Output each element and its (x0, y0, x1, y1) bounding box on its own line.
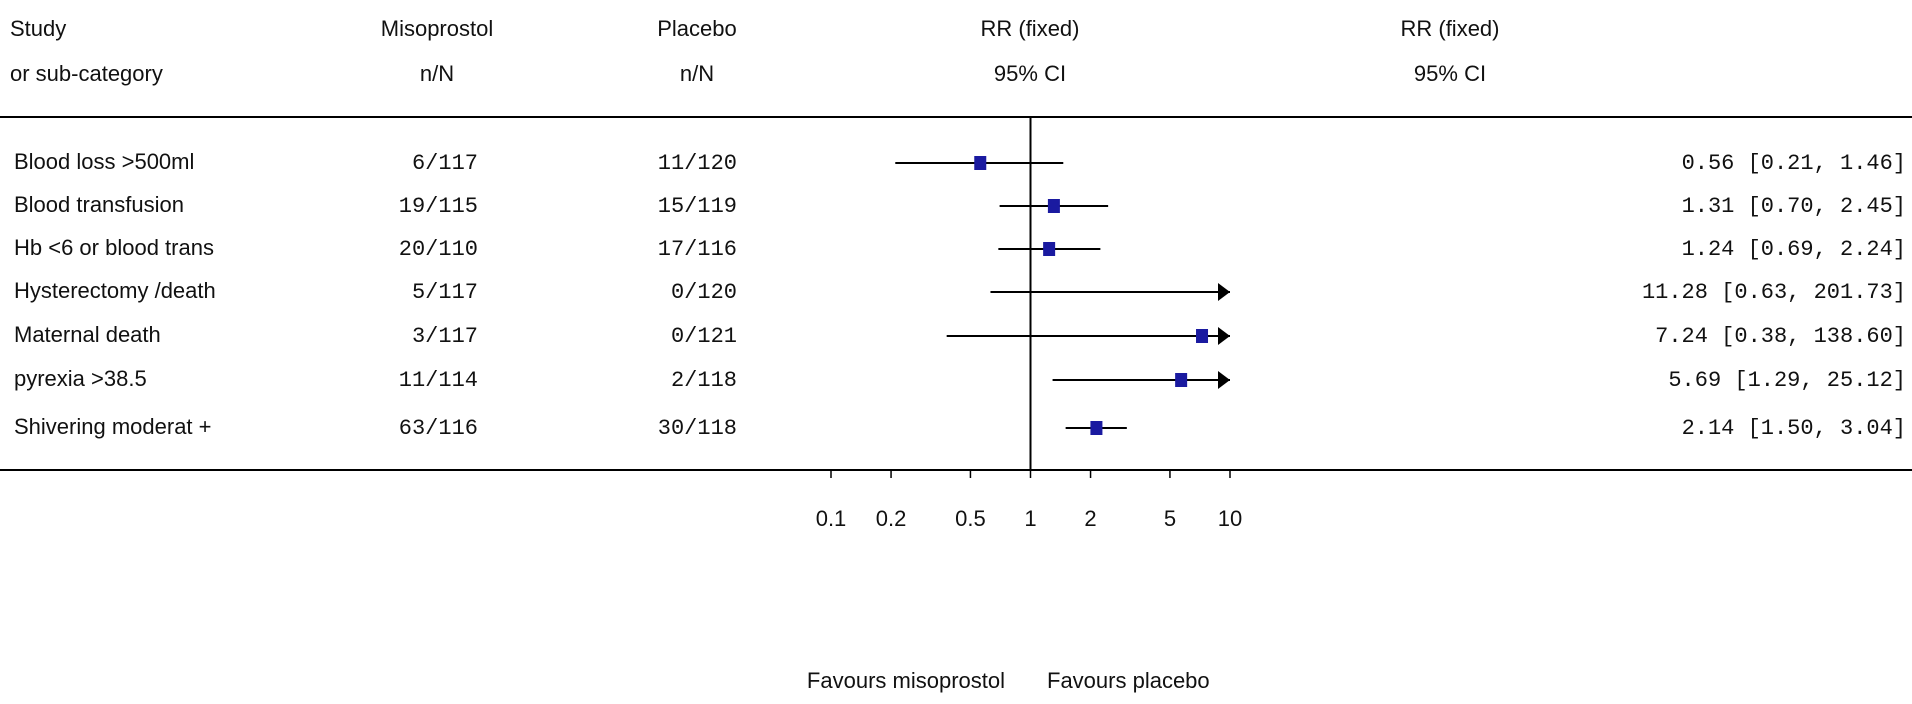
x-tick-label: 10 (1218, 506, 1242, 531)
row-label: Hb <6 or blood trans (14, 235, 214, 260)
treatment-count: 20/110 (399, 237, 478, 262)
x-tick-label: 1 (1024, 506, 1036, 531)
control-count: 15/119 (658, 194, 737, 219)
control-count: 17/116 (658, 237, 737, 262)
column-header: n/N (420, 61, 454, 86)
row-label: Hysterectomy /death (14, 278, 216, 303)
treatment-count: 19/115 (399, 194, 478, 219)
ci-label: 0.56 [0.21, 1.46] (1682, 151, 1906, 176)
ci-arrow (1218, 371, 1230, 389)
ci-arrow (1218, 327, 1230, 345)
point-estimate (1175, 373, 1188, 387)
column-header: n/N (680, 61, 714, 86)
control-count: 30/118 (658, 416, 737, 441)
column-header: 95% CI (994, 61, 1066, 86)
ci-arrow (1218, 283, 1230, 301)
row-label: Blood transfusion (14, 192, 184, 217)
ci-label: 5.69 [1.29, 25.12] (1668, 368, 1906, 393)
treatment-count: 63/116 (399, 416, 478, 441)
control-count: 2/118 (671, 368, 737, 393)
treatment-count: 5/117 (412, 280, 478, 305)
ci-label: 11.28 [0.63, 201.73] (1642, 280, 1906, 305)
footer-left: Favours misoprostol (807, 668, 1005, 693)
point-estimate (1047, 199, 1060, 213)
control-count: 0/120 (671, 280, 737, 305)
column-header: Study (10, 16, 66, 41)
footer-right: Favours placebo (1047, 668, 1210, 693)
x-tick-label: 2 (1084, 506, 1096, 531)
column-header: 95% CI (1414, 61, 1486, 86)
treatment-count: 6/117 (412, 151, 478, 176)
column-header: Misoprostol (381, 16, 493, 41)
row-label: Maternal death (14, 322, 161, 347)
x-tick-label: 0.1 (816, 506, 847, 531)
row-label: Shivering moderat + (14, 414, 212, 439)
column-header: RR (fixed) (980, 16, 1079, 41)
ci-label: 1.24 [0.69, 2.24] (1682, 237, 1906, 262)
row-label: Blood loss >500ml (14, 149, 194, 174)
row-label: pyrexia >38.5 (14, 366, 147, 391)
control-count: 0/121 (671, 324, 737, 349)
point-estimate (1043, 242, 1056, 256)
point-estimate (974, 156, 987, 170)
column-header: or sub-category (10, 61, 163, 86)
control-count: 11/120 (658, 151, 737, 176)
ci-label: 7.24 [0.38, 138.60] (1655, 324, 1906, 349)
point-estimate (1196, 329, 1209, 343)
x-tick-label: 0.5 (955, 506, 986, 531)
column-header: Placebo (657, 16, 737, 41)
treatment-count: 11/114 (399, 368, 478, 393)
x-tick-label: 0.2 (876, 506, 907, 531)
ci-label: 2.14 [1.50, 3.04] (1682, 416, 1906, 441)
ci-label: 1.31 [0.70, 2.45] (1682, 194, 1906, 219)
column-header: RR (fixed) (1400, 16, 1499, 41)
point-estimate (1090, 421, 1103, 435)
x-tick-label: 5 (1164, 506, 1176, 531)
treatment-count: 3/117 (412, 324, 478, 349)
